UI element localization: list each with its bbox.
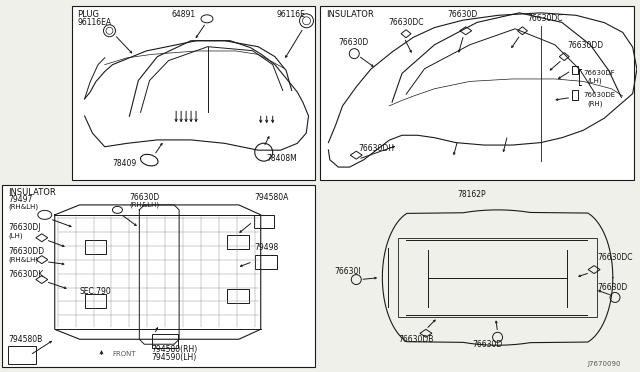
Bar	[2, 185, 316, 367]
Text: SEC.790: SEC.790	[79, 287, 111, 296]
Text: 96116EA: 96116EA	[77, 18, 112, 27]
Text: 79497: 79497	[8, 195, 33, 205]
Text: 794590(LH): 794590(LH)	[151, 353, 196, 362]
Text: 76630D: 76630D	[597, 283, 627, 292]
Text: 76630DC: 76630DC	[388, 18, 424, 27]
Text: 78408M: 78408M	[267, 154, 298, 163]
Text: 794580A: 794580A	[255, 193, 289, 202]
Bar	[84, 240, 106, 254]
Bar	[254, 215, 274, 228]
Text: 78409: 78409	[113, 158, 137, 168]
Text: (LH): (LH)	[8, 232, 22, 239]
Text: 64891: 64891	[171, 10, 195, 19]
Text: 76630DD: 76630DD	[8, 247, 44, 256]
Text: 76630DE: 76630DE	[583, 92, 615, 99]
Text: (RH&LH): (RH&LH)	[8, 256, 38, 263]
Bar	[227, 289, 249, 304]
Bar	[152, 334, 178, 348]
Text: 76630DH: 76630DH	[358, 144, 394, 153]
Text: FRONT: FRONT	[113, 351, 136, 357]
Bar	[572, 90, 578, 100]
Text: (RH): (RH)	[587, 100, 603, 107]
Text: 76630DF: 76630DF	[583, 70, 615, 76]
Bar	[72, 6, 316, 180]
Bar	[227, 235, 249, 249]
Text: (RH&LH): (RH&LH)	[8, 203, 38, 210]
Text: 794580(RH): 794580(RH)	[151, 345, 198, 354]
Text: 76630D: 76630D	[473, 340, 503, 349]
Bar	[321, 6, 634, 180]
Text: 76630DB: 76630DB	[398, 335, 433, 344]
Text: 76630DC: 76630DC	[527, 14, 563, 23]
Text: (RH&LH): (RH&LH)	[129, 202, 159, 208]
Text: 79498: 79498	[255, 243, 279, 252]
Text: INSULATOR: INSULATOR	[326, 10, 374, 19]
Text: 96116E: 96116E	[276, 10, 305, 19]
Bar	[572, 65, 578, 74]
Text: INSULATOR: INSULATOR	[8, 189, 56, 198]
Text: 76630DD: 76630DD	[567, 41, 604, 50]
Text: 76630DK: 76630DK	[8, 270, 44, 279]
Bar	[255, 255, 276, 269]
Text: 76630D: 76630D	[448, 10, 478, 19]
Text: 78162P: 78162P	[458, 190, 486, 199]
Text: J7670090: J7670090	[587, 361, 621, 367]
Text: 76630DC: 76630DC	[597, 253, 632, 262]
Text: 794580B: 794580B	[8, 335, 42, 344]
Text: PLUG: PLUG	[77, 10, 100, 19]
Text: 76630D: 76630D	[129, 193, 159, 202]
Text: 76630DJ: 76630DJ	[8, 223, 40, 232]
Bar	[398, 238, 597, 317]
Bar	[84, 295, 106, 308]
Text: 76630D: 76630D	[339, 38, 369, 47]
Text: 76630I: 76630I	[334, 267, 361, 276]
Bar	[8, 346, 36, 364]
Text: (LH): (LH)	[587, 77, 602, 84]
